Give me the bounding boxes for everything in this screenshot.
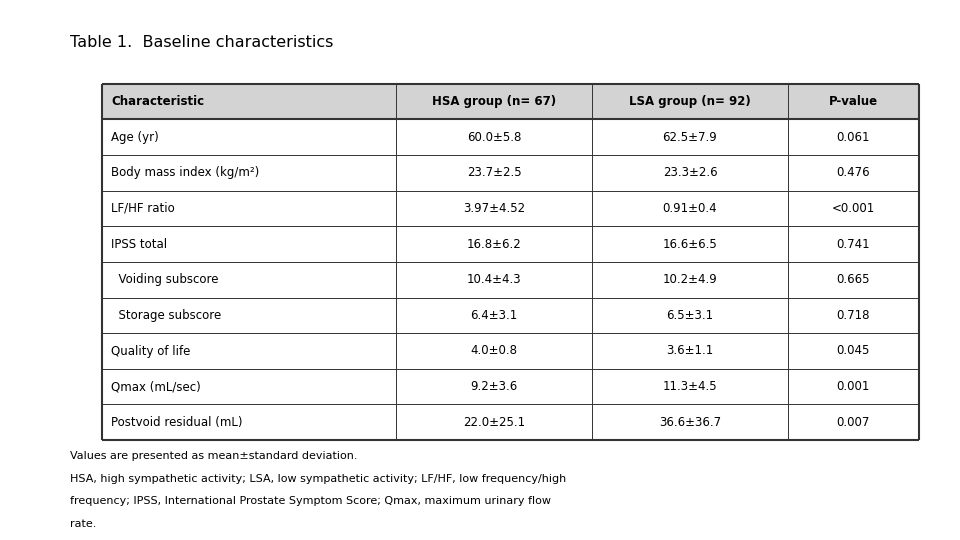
Bar (102, 404, 396, 440)
Text: 0.061: 0.061 (836, 131, 870, 144)
Text: 10.4±4.3: 10.4±4.3 (467, 273, 521, 286)
Text: Values are presented as mean±standard deviation.: Values are presented as mean±standard de… (70, 451, 357, 461)
Text: 6.5±3.1: 6.5±3.1 (666, 309, 713, 322)
Bar (788, 298, 919, 333)
Text: LSA group (n= 92): LSA group (n= 92) (629, 95, 751, 108)
Bar (592, 191, 788, 226)
Text: Body mass index (kg/m²): Body mass index (kg/m²) (111, 166, 259, 179)
Text: 62.5±7.9: 62.5±7.9 (662, 131, 717, 144)
Text: IPSS total: IPSS total (111, 238, 167, 251)
Bar (102, 191, 396, 226)
Text: Postvoid residual (mL): Postvoid residual (mL) (111, 416, 243, 429)
Text: 23.7±2.5: 23.7±2.5 (467, 166, 521, 179)
Text: Table 1.  Baseline characteristics: Table 1. Baseline characteristics (70, 35, 333, 50)
Bar (102, 262, 396, 298)
Bar (788, 404, 919, 440)
Text: 0.665: 0.665 (836, 273, 870, 286)
Text: Voiding subscore: Voiding subscore (111, 273, 219, 286)
Bar (788, 191, 919, 226)
Bar (592, 262, 788, 298)
Bar (396, 369, 592, 404)
Text: Storage subscore: Storage subscore (111, 309, 222, 322)
Text: 22.0±25.1: 22.0±25.1 (463, 416, 525, 429)
Bar (592, 333, 788, 369)
Text: 16.8±6.2: 16.8±6.2 (467, 238, 521, 251)
Bar (102, 226, 396, 262)
Text: 16.6±6.5: 16.6±6.5 (662, 238, 717, 251)
Text: 11.3±4.5: 11.3±4.5 (662, 380, 717, 393)
Bar (396, 191, 592, 226)
Text: 3.6±1.1: 3.6±1.1 (666, 345, 713, 357)
Text: 4.0±0.8: 4.0±0.8 (470, 345, 517, 357)
Bar (102, 84, 396, 119)
Text: 0.741: 0.741 (836, 238, 870, 251)
Text: Age (yr): Age (yr) (111, 131, 158, 144)
Bar (396, 226, 592, 262)
Bar (592, 226, 788, 262)
Bar (788, 333, 919, 369)
Text: 0.007: 0.007 (837, 416, 870, 429)
Bar (788, 84, 919, 119)
Bar (396, 262, 592, 298)
Text: 0.718: 0.718 (836, 309, 870, 322)
Text: Qmax (mL/sec): Qmax (mL/sec) (111, 380, 201, 393)
Bar (396, 155, 592, 191)
Bar (788, 369, 919, 404)
Text: 10.2±4.9: 10.2±4.9 (662, 273, 717, 286)
Bar (396, 298, 592, 333)
Bar (592, 155, 788, 191)
Text: 0.001: 0.001 (837, 380, 870, 393)
Text: 0.476: 0.476 (836, 166, 870, 179)
Text: 3.97±4.52: 3.97±4.52 (463, 202, 525, 215)
Bar (788, 226, 919, 262)
Text: 6.4±3.1: 6.4±3.1 (470, 309, 517, 322)
Text: HSA group (n= 67): HSA group (n= 67) (432, 95, 556, 108)
Bar (592, 369, 788, 404)
Bar (592, 84, 788, 119)
Bar (396, 84, 592, 119)
Bar (102, 298, 396, 333)
Bar (102, 119, 396, 155)
Text: LF/HF ratio: LF/HF ratio (111, 202, 175, 215)
Text: Characteristic: Characteristic (111, 95, 204, 108)
Bar (788, 262, 919, 298)
Text: frequency; IPSS, International Prostate Symptom Score; Qmax, maximum urinary flo: frequency; IPSS, International Prostate … (70, 496, 551, 507)
Bar (102, 155, 396, 191)
Text: Quality of life: Quality of life (111, 345, 190, 357)
Bar (788, 155, 919, 191)
Bar (592, 404, 788, 440)
Text: 60.0±5.8: 60.0±5.8 (467, 131, 521, 144)
Bar (396, 119, 592, 155)
Text: 9.2±3.6: 9.2±3.6 (470, 380, 517, 393)
Text: <0.001: <0.001 (831, 202, 875, 215)
Text: HSA, high sympathetic activity; LSA, low sympathetic activity; LF/HF, low freque: HSA, high sympathetic activity; LSA, low… (70, 474, 566, 484)
Bar (102, 369, 396, 404)
Text: 0.91±0.4: 0.91±0.4 (662, 202, 717, 215)
Bar (396, 333, 592, 369)
Text: 36.6±36.7: 36.6±36.7 (659, 416, 721, 429)
Bar (592, 119, 788, 155)
Bar (396, 404, 592, 440)
Bar (788, 119, 919, 155)
Text: rate.: rate. (70, 519, 96, 529)
Bar (592, 298, 788, 333)
Text: P-value: P-value (828, 95, 877, 108)
Bar (102, 333, 396, 369)
Text: 23.3±2.6: 23.3±2.6 (662, 166, 717, 179)
Text: International Neurourology Journal 2015;19:107–112: International Neurourology Journal 2015;… (16, 115, 26, 426)
Text: 0.045: 0.045 (837, 345, 870, 357)
